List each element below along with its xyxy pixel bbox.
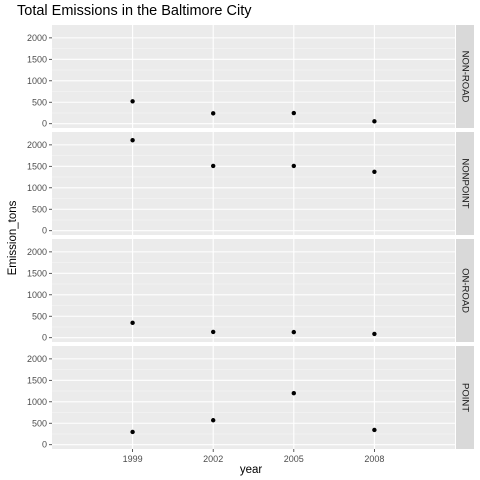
data-point [130,320,135,326]
data-point [211,418,216,423]
facet-label: NONPOINT [460,158,471,208]
panel-background [52,239,455,342]
data-point [291,329,296,335]
facet-label: POINT [460,383,471,412]
facet-strip [456,346,474,449]
data-point [291,391,296,396]
data-point [130,429,135,435]
y-tick-label: 1000 [27,290,47,300]
x-axis-label: year [239,464,263,476]
chart-title: Total Emissions in the Baltimore City [17,3,252,19]
y-tick-label: 1500 [27,54,47,64]
data-point [372,119,377,124]
data-point [130,99,135,104]
x-tick-label: 2005 [284,454,304,464]
data-point [372,169,377,174]
y-tick-label: 2000 [27,247,47,257]
y-tick-label: 2000 [27,33,47,43]
data-point [211,111,216,116]
data-point [372,331,377,337]
y-tick-label: 1000 [27,183,47,193]
y-tick-label: 0 [42,440,47,450]
y-tick-label: 500 [32,97,47,107]
data-point [211,329,216,335]
y-tick-label: 0 [42,119,47,129]
y-tick-label: 0 [42,226,47,236]
facet-label: ON-ROAD [460,268,471,313]
panel-background [52,132,455,235]
y-tick-label: 2000 [27,354,47,364]
y-tick-label: 1500 [27,268,47,278]
y-tick-label: 500 [32,204,47,214]
y-tick-label: 1500 [27,375,47,385]
y-tick-label: 500 [32,418,47,428]
y-tick-label: 0 [42,333,47,343]
facet-strip [456,25,474,128]
data-point [372,427,377,433]
x-tick-label: 2002 [203,454,223,464]
facet-strip [456,132,474,235]
x-tick-label: 1999 [123,454,143,464]
y-tick-label: 1500 [27,161,47,171]
y-tick-label: 2000 [27,140,47,150]
y-tick-label: 500 [32,311,47,321]
data-point [291,110,296,116]
x-tick-label: 2008 [364,454,384,464]
data-point [211,163,216,169]
panel-background [52,25,455,128]
y-tick-label: 1000 [27,76,47,86]
facet-strip [456,239,474,342]
panel-background [52,346,455,449]
facet-label: NON-ROAD [460,51,471,103]
data-point [291,163,296,169]
data-point [130,138,135,143]
y-tick-label: 1000 [27,397,47,407]
